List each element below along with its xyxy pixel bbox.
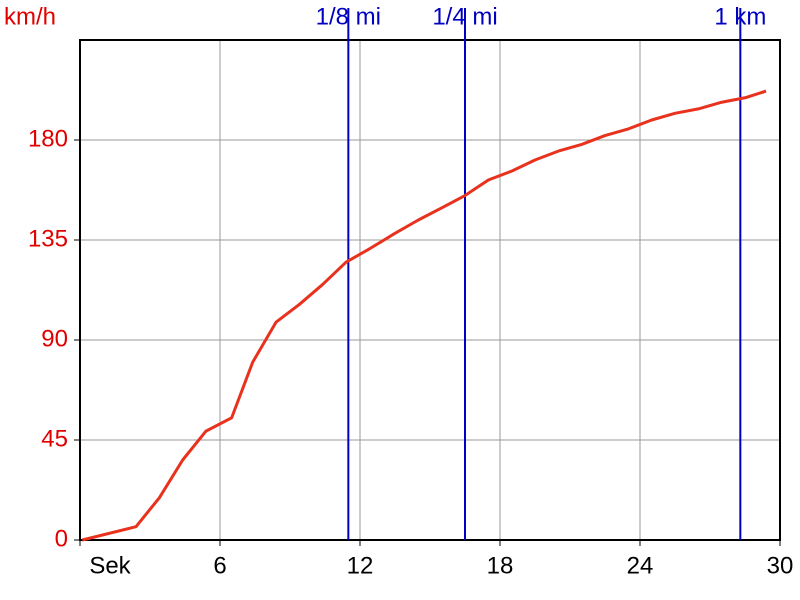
distance-marker-label: 1 km — [714, 3, 766, 30]
y-tick-label: 45 — [41, 425, 68, 452]
y-tick-label: 135 — [28, 225, 68, 252]
x-tick-label: 30 — [767, 552, 794, 579]
x-tick-label: 6 — [213, 552, 226, 579]
x-tick-label: 18 — [487, 552, 514, 579]
plot-frame — [79, 39, 781, 541]
y-tick-label: 0 — [55, 525, 68, 552]
x-tick-label: Sek — [89, 552, 131, 579]
y-axis-label: km/h — [4, 3, 56, 30]
y-tick-label: 90 — [41, 325, 68, 352]
distance-marker-label: 1/4 mi — [432, 3, 497, 30]
y-tick-label: 180 — [28, 125, 68, 152]
x-tick-label: 24 — [627, 552, 654, 579]
speed-line — [81, 89, 767, 542]
x-tick-label: 12 — [347, 552, 374, 579]
distance-marker-label: 1/8 mi — [316, 3, 381, 30]
